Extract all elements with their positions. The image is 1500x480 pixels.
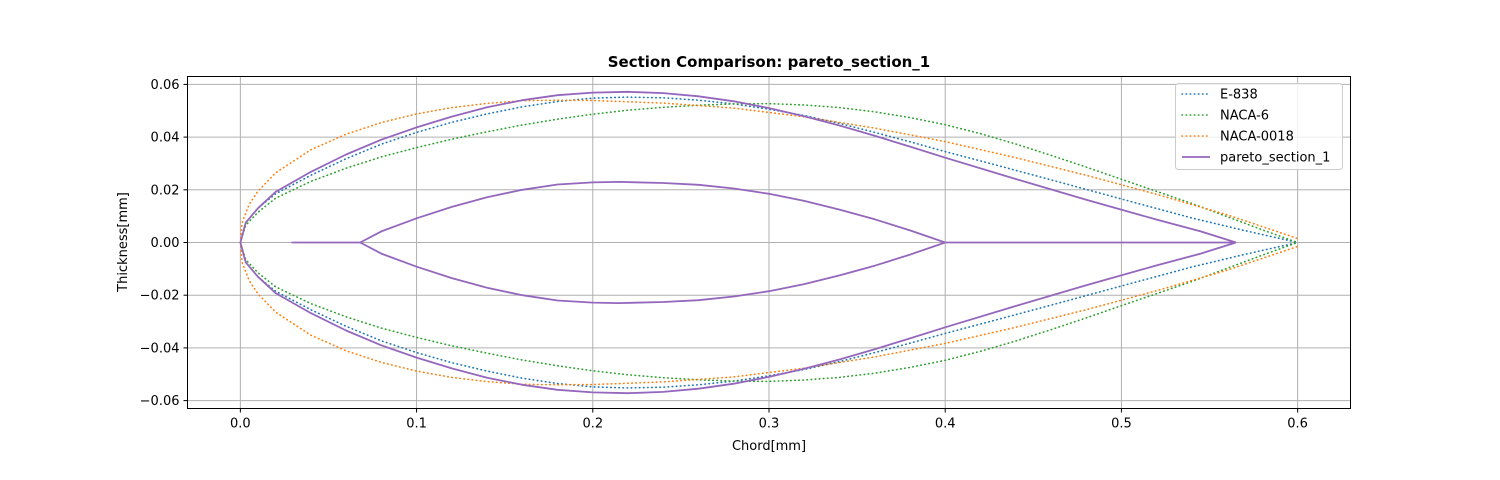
chart-title: Section Comparison: pareto_section_1	[608, 53, 931, 71]
legend-label-pareto-section-1: pareto_section_1	[1220, 151, 1330, 166]
y-tick-label: −0.06	[140, 394, 180, 409]
y-axis-ticks: −0.06 −0.04 −0.02 0.00 0.02 0.04 0.06	[140, 78, 188, 409]
series-e-838-lower	[239, 241, 1299, 389]
x-tick-label: 0.0	[230, 417, 251, 432]
x-tick-label: 0.4	[935, 417, 956, 432]
y-tick-label: 0.00	[151, 236, 180, 251]
x-axis-label: Chord[mm]	[732, 439, 806, 454]
legend: E-838 NACA-6 NACA-0018 pareto_section_1	[1175, 83, 1343, 170]
series-layer	[239, 90, 1299, 395]
x-tick-label: 0.2	[582, 417, 603, 432]
x-tick-label: 0.6	[1287, 417, 1308, 432]
y-tick-label: −0.04	[140, 341, 180, 356]
series-e-838-upper	[239, 96, 1299, 244]
legend-label-naca-0018: NACA-0018	[1220, 130, 1294, 145]
series-naca-6-upper	[239, 102, 1299, 244]
y-tick-label: 0.06	[151, 78, 180, 93]
legend-box	[1175, 83, 1343, 170]
y-axis-label: Thickness[mm]	[116, 192, 131, 293]
legend-label-naca-6: NACA-6	[1220, 109, 1269, 124]
x-tick-label: 0.3	[759, 417, 780, 432]
series-pareto-section-1-inner-upper	[359, 181, 946, 244]
series-pareto-section-1-lower	[239, 241, 1237, 395]
y-tick-label: 0.02	[151, 183, 180, 198]
series-pareto-section-1-inner-lower	[359, 241, 946, 304]
series-naca-6-lower	[239, 241, 1299, 383]
y-tick-label: −0.02	[140, 289, 180, 304]
x-tick-label: 0.5	[1111, 417, 1132, 432]
y-tick-label: 0.04	[151, 131, 180, 146]
legend-label-e-838: E-838	[1220, 88, 1258, 103]
x-axis-ticks: 0.0 0.1 0.2 0.3 0.4 0.5 0.6	[230, 408, 1308, 432]
grid-lines	[187, 76, 1351, 409]
series-pareto-section-1-upper	[239, 90, 1237, 244]
x-tick-label: 0.1	[406, 417, 427, 432]
